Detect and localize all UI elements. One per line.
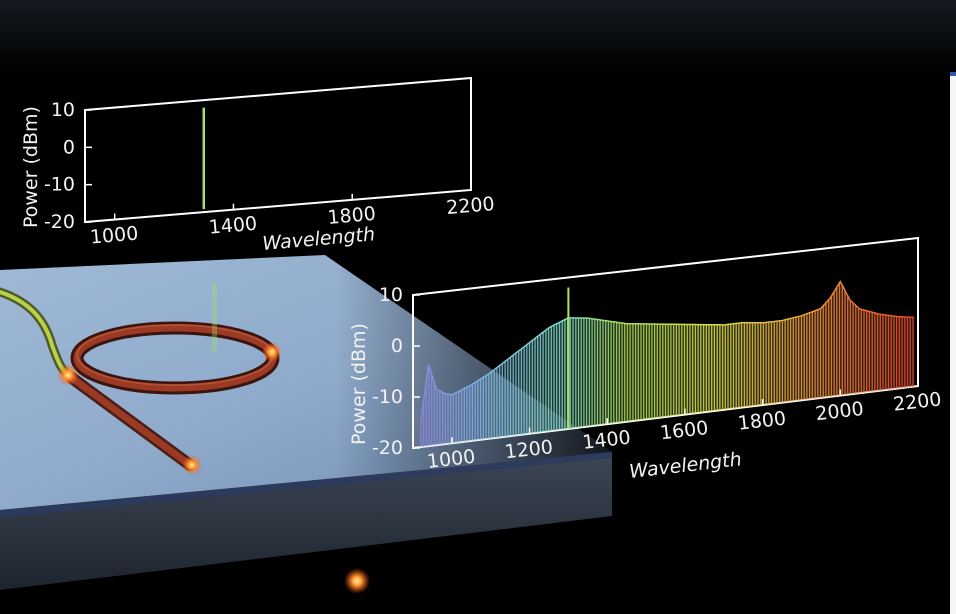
chart2-marks bbox=[420, 279, 915, 448]
chart2-xtick-label-6: 2200 bbox=[892, 388, 943, 415]
chart1-ytick-label-3: -20 bbox=[44, 211, 75, 233]
chart2-x-ticks: 1000 1200 1400 1600 1800 2000 2200 bbox=[426, 380, 943, 473]
chart1-ytick-label-0: 10 bbox=[51, 99, 75, 121]
chart2-ytick-label-0: 10 bbox=[379, 284, 403, 306]
chart1-ylabel: Power (dBm) bbox=[20, 106, 42, 228]
chart1-ytick-label-1: 0 bbox=[63, 136, 75, 158]
chart2-ylabel: Power (dBm) bbox=[348, 323, 370, 445]
top-band bbox=[0, 0, 956, 70]
chart1-ytick-label-2: -10 bbox=[44, 174, 75, 196]
chip-slab bbox=[0, 255, 612, 590]
chart1-x-ticks: 1000 1400 1800 2200 bbox=[89, 184, 496, 249]
chart1-xtick-label-0: 1000 bbox=[89, 222, 139, 248]
chart2-xtick-label-5: 2000 bbox=[814, 398, 865, 425]
chart2-ytick-label-3: -20 bbox=[372, 437, 403, 459]
chart2-ytick-label-1: 0 bbox=[391, 335, 403, 357]
coupling-glow-left bbox=[57, 364, 79, 386]
chart2-xtick-label-3: 1600 bbox=[659, 417, 710, 444]
chart2-y-ticks: 10 0 -10 -20 bbox=[372, 284, 420, 459]
chart1-y-ticks: 10 0 -10 -20 bbox=[44, 99, 92, 233]
output-glow bbox=[182, 455, 202, 475]
chart2-xtick-label-0: 1000 bbox=[426, 446, 477, 473]
chart2-xtick-label-1: 1200 bbox=[504, 436, 555, 463]
chart2-xtick-label-2: 1400 bbox=[581, 427, 632, 454]
chart1-xtick-label-2: 1800 bbox=[327, 203, 377, 229]
floating-glow bbox=[344, 568, 370, 594]
chart2-xtick-label-4: 1800 bbox=[737, 407, 788, 434]
chart1-xtick-label-3: 2200 bbox=[445, 193, 495, 219]
chart2-envelope-outline bbox=[420, 279, 915, 422]
ring-glow-right bbox=[262, 342, 282, 362]
right-edge-strip bbox=[950, 72, 956, 614]
chart1-xtick-label-1: 1400 bbox=[208, 213, 258, 239]
chart2-ytick-label-2: -10 bbox=[372, 386, 403, 408]
